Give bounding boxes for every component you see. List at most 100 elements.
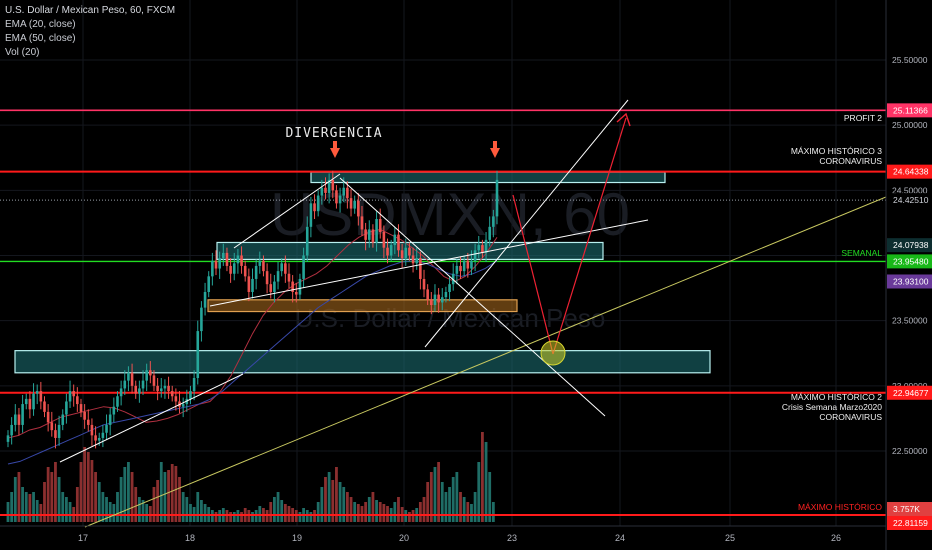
trendline-mid[interactable]	[209, 219, 649, 307]
volume-bar	[232, 512, 236, 522]
divergence-arrow-icon-2	[490, 148, 500, 158]
max-hist-label: MÁXIMO HISTÓRICO	[798, 502, 882, 512]
candle-body	[174, 396, 178, 402]
volume-bar	[43, 482, 46, 522]
candle-body	[280, 263, 283, 272]
candle-body	[488, 226, 492, 240]
legend-symbol[interactable]: U.S. Dollar / Mexican Peso, 60, FXCM	[5, 5, 176, 16]
candle-body	[426, 289, 429, 300]
candle-body	[269, 284, 273, 292]
volume-bar	[105, 497, 108, 522]
volume-bar	[185, 497, 189, 522]
volume-bar	[298, 512, 302, 522]
candle-body	[400, 250, 404, 259]
target-circle[interactable]	[540, 340, 566, 366]
zone-teal-3[interactable]	[14, 350, 711, 374]
candle-body	[141, 380, 145, 389]
legend-vol[interactable]: Vol (20)	[5, 47, 40, 58]
time-tick-label: 25	[725, 533, 735, 543]
candle-body	[108, 414, 112, 425]
volume-bar	[35, 500, 39, 522]
candle-body	[46, 411, 50, 423]
volume-bar	[455, 472, 459, 522]
grid	[0, 0, 886, 526]
arrow-up-path[interactable]	[552, 117, 627, 355]
candle-body	[415, 258, 419, 264]
candle-body	[101, 432, 105, 438]
volume-bar	[101, 492, 105, 522]
volume-bar	[123, 467, 127, 522]
triangle-up[interactable]	[424, 99, 629, 348]
trendline-lower[interactable]	[59, 373, 244, 463]
volume-bar	[94, 472, 97, 522]
candle-body	[389, 245, 393, 256]
arrow-down-path[interactable]	[512, 194, 554, 355]
legend-ema20[interactable]: EMA (20, close)	[5, 19, 76, 30]
volume-bar	[429, 472, 433, 522]
volume-bar	[353, 502, 357, 522]
candle-body	[433, 294, 437, 306]
candle-body	[72, 391, 75, 397]
candle-body	[375, 219, 378, 243]
volume-bar	[159, 462, 163, 522]
tag-profit2: 25.11366	[893, 105, 928, 115]
legend-ema50[interactable]: EMA (50, close)	[5, 33, 76, 44]
candle-body	[437, 294, 440, 303]
time-scale[interactable]: 17 18 19 20 23 24 25 26	[0, 525, 886, 543]
volume-bar	[269, 502, 273, 522]
candle-body	[247, 276, 251, 292]
tag-max3: 24.64338	[893, 167, 929, 177]
triangle-down[interactable]	[339, 177, 606, 417]
candle-body	[152, 375, 156, 386]
volume-bar	[418, 502, 422, 522]
volume-bar	[320, 487, 324, 522]
price-scale[interactable]: 25.5000025.0000024.5000023.5000023.00000…	[885, 0, 932, 550]
tag-volume-bg	[887, 502, 932, 516]
candle-body	[495, 179, 499, 217]
candle-body	[138, 388, 141, 394]
volume-bar	[240, 512, 243, 522]
price-tick-label: 25.50000	[892, 55, 928, 65]
max2-label-2: Crisis Semana Marzo2020	[782, 402, 882, 412]
triangle-left[interactable]	[233, 173, 341, 249]
candle-body	[397, 234, 400, 251]
candle-body	[32, 393, 35, 410]
volume-bar	[491, 502, 495, 522]
candle-body	[83, 411, 86, 420]
volume-bar	[309, 512, 313, 522]
candle-body	[492, 216, 495, 227]
candle-body	[21, 404, 24, 425]
candle-body	[320, 187, 324, 196]
volume-bar	[112, 504, 116, 522]
max2-label-1: MÁXIMO HISTÓRICO 2	[791, 392, 882, 402]
max2-label-3: CORONAVIRUS	[819, 412, 882, 422]
tag-bottom: 22.81159	[893, 518, 928, 528]
candle-body	[291, 281, 294, 292]
zone-teal-0[interactable]	[310, 171, 666, 184]
volume-bar	[108, 502, 112, 522]
volume-bar	[181, 492, 185, 522]
time-tick-label: 24	[615, 533, 625, 543]
candle-body	[6, 435, 10, 442]
candle-body	[287, 273, 291, 282]
volume-bar	[203, 504, 207, 522]
tag-max3-bg	[887, 164, 932, 179]
candle-body	[28, 398, 32, 410]
long-trendline[interactable]	[84, 177, 932, 528]
zone-orange-2[interactable]	[207, 299, 518, 313]
time-tick-label: 17	[78, 533, 88, 543]
candle-body	[276, 271, 280, 282]
time-tick-label: 23	[507, 533, 517, 543]
divergencia-label: DIVERGENCIA	[285, 126, 382, 141]
candle-body	[119, 388, 123, 397]
volume-bar	[466, 502, 470, 522]
candle-body	[459, 265, 462, 272]
volume-bar	[433, 467, 437, 522]
volume-bar	[156, 480, 160, 522]
candle-body	[346, 187, 349, 199]
volume-bar	[24, 492, 28, 522]
volume-bar	[488, 472, 492, 522]
candle-body	[357, 200, 360, 217]
level-annotations: PROFIT 2 MÁXIMO HISTÓRICO 3 CORONAVIRUS …	[782, 113, 883, 512]
